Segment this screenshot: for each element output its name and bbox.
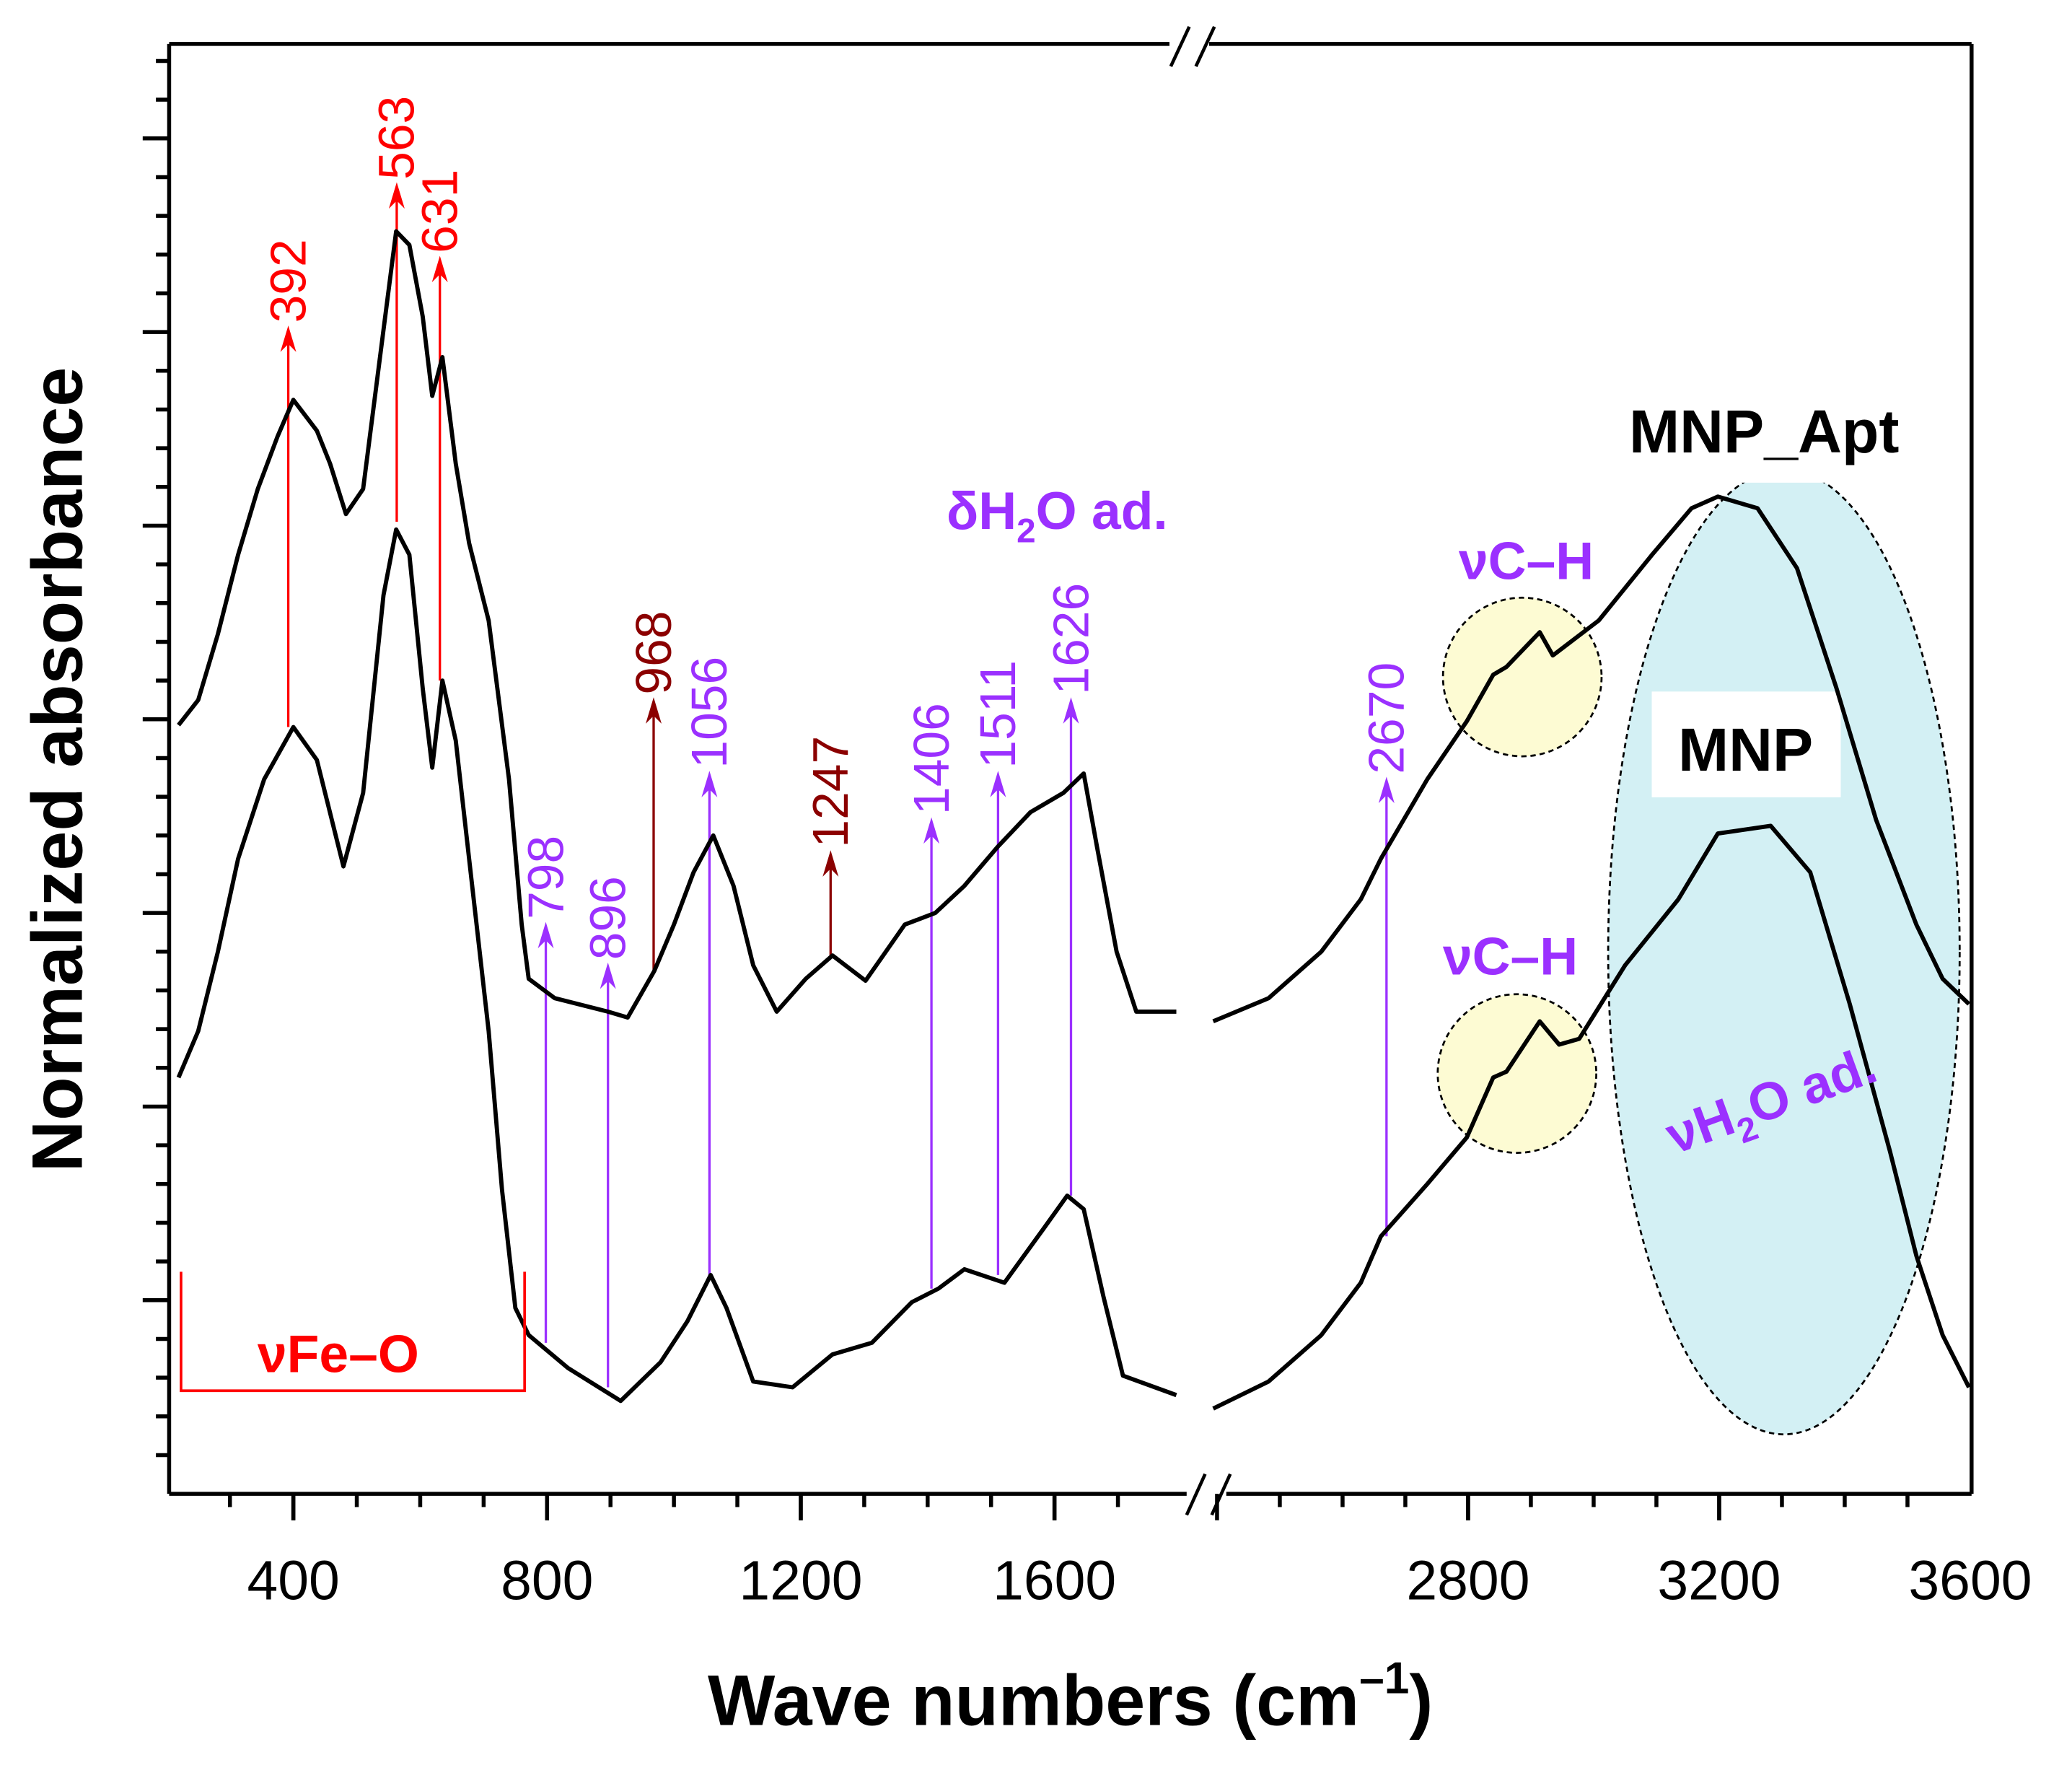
arrow-head-icon	[431, 255, 448, 283]
fe-o-label: νFe–O	[258, 1325, 419, 1384]
arrow-head-icon	[1378, 776, 1395, 803]
delta-h2o-label: δH2O ad.	[947, 481, 1168, 550]
axis-ticks	[142, 58, 1910, 1520]
delta-h2o-rest: O ad.	[1036, 481, 1168, 540]
x-tick-labels: 400 800 1200 1600 2800 3200 3600	[247, 1550, 2032, 1612]
peak-marker-1247: 1247	[802, 736, 859, 956]
peak-label: 631	[412, 170, 468, 253]
peak-marker-631: 631	[412, 170, 468, 681]
series-line-mnp-seg1	[1212, 823, 1971, 1411]
series-line-mnp-seg0	[176, 527, 1177, 1404]
x-axis-title-main: Wave numbers (cm	[708, 1660, 1359, 1741]
peak-label: 392	[260, 239, 316, 323]
arrow-head-icon	[646, 697, 662, 724]
x-tick-label: 3200	[1657, 1550, 1781, 1612]
water-band-highlight	[1607, 482, 1961, 1435]
fe-o-bracket	[180, 1271, 526, 1393]
series-label-mnp: MNP	[1678, 716, 1813, 784]
peak-label: 2670	[1358, 662, 1415, 774]
arrow-head-icon	[701, 771, 718, 797]
axis-break-mark-bottom	[1185, 1473, 1232, 1516]
peak-marker-896: 896	[580, 876, 636, 1388]
peak-label: 1511	[970, 660, 1026, 769]
series-line-mnp-apt-seg1	[1212, 494, 1971, 1024]
delta-h2o-main: δH	[947, 481, 1017, 540]
peak-label: 896	[580, 876, 636, 960]
peak-label: 1247	[802, 736, 859, 848]
x-tick-label: 2800	[1406, 1550, 1529, 1612]
mnp-label-box	[1651, 691, 1841, 797]
peak-label: 798	[517, 836, 574, 919]
series-lines	[176, 229, 1971, 1411]
ch-label-top: νC–H	[1459, 532, 1594, 591]
arrow-head-icon	[600, 962, 616, 989]
x-tick-label: 800	[501, 1550, 593, 1612]
arrow-head-icon	[990, 771, 1006, 797]
arrow-head-icon	[280, 325, 297, 352]
arrow-head-icon	[923, 817, 940, 844]
ch-label-bottom: νC–H	[1443, 927, 1578, 986]
peak-label: 1056	[681, 657, 737, 769]
x-axis-title-end: )	[1409, 1660, 1433, 1741]
ch-highlight-top	[1441, 596, 1603, 758]
peak-marker-1626: 1626	[1042, 583, 1099, 1196]
delta-h2o-sub: 2	[1017, 512, 1035, 550]
peak-marker-563: 563	[369, 96, 425, 522]
peak-label: 1406	[903, 703, 960, 815]
x-axis-title: Wave numbers (cm–1)	[708, 1654, 1433, 1741]
peak-marker-392: 392	[260, 239, 316, 727]
peak-marker-798: 798	[517, 836, 574, 1343]
x-axis-title-sup: –1	[1359, 1654, 1409, 1704]
arrow-head-icon	[1063, 697, 1079, 724]
y-axis-title: Normalized absorbance	[17, 367, 97, 1173]
series-label-mnp-apt: MNP_Apt	[1629, 398, 1899, 465]
peak-marker-2670: 2670	[1358, 662, 1415, 1237]
arrow-head-icon	[388, 182, 405, 209]
axes	[167, 26, 1974, 1516]
peak-label: 1626	[1042, 583, 1099, 695]
x-tick-label: 3600	[1908, 1550, 2032, 1612]
peak-marker-1056: 1056	[681, 657, 737, 1275]
peak-marker-1406: 1406	[903, 703, 960, 1289]
x-tick-label: 400	[247, 1550, 339, 1612]
axis-break-mark-top	[1169, 26, 1216, 67]
peak-marker-1511: 1511	[970, 660, 1026, 1275]
x-tick-label: 1200	[739, 1550, 862, 1612]
arrow-head-icon	[537, 921, 554, 949]
x-tick-label: 1600	[993, 1550, 1116, 1612]
peak-label: 563	[369, 96, 425, 180]
series-line-mnp-apt-seg0	[177, 229, 1177, 1020]
arrow-head-icon	[822, 850, 839, 877]
ch-highlight-bottom	[1436, 993, 1597, 1154]
highlights	[1436, 482, 1961, 1435]
peak-marker-968: 968	[625, 611, 682, 971]
peak-label: 968	[625, 611, 682, 695]
